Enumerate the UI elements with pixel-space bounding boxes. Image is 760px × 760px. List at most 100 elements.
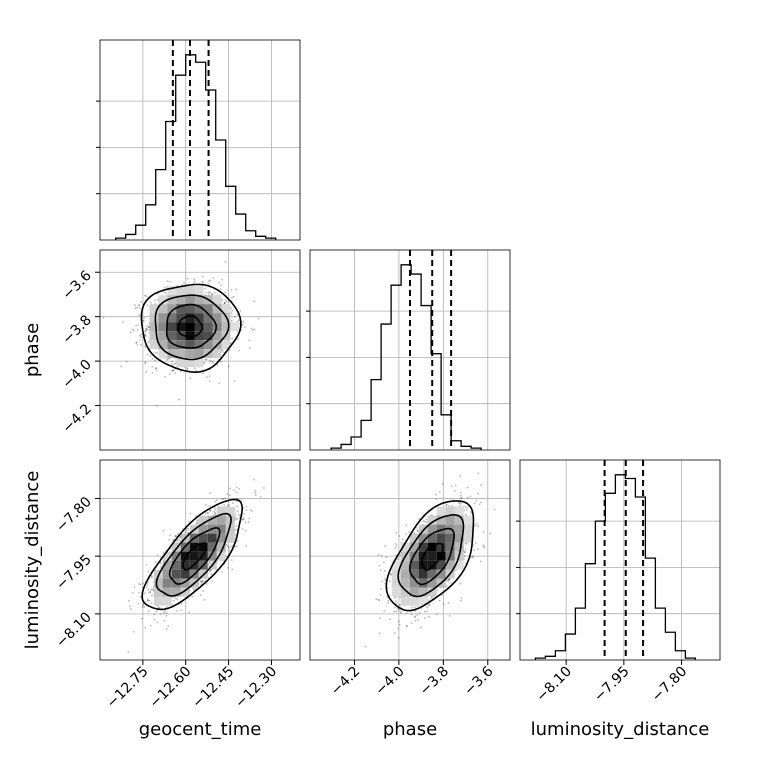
density-cell — [221, 340, 231, 350]
scatter-point — [426, 610, 429, 613]
scatter-point — [399, 596, 401, 599]
scatter-point — [131, 591, 134, 594]
density-cell — [162, 587, 172, 597]
density-cell — [203, 313, 213, 323]
density-cell — [409, 596, 419, 606]
scatter-point — [133, 586, 136, 588]
scatter-point — [125, 360, 128, 363]
scatter-point — [463, 554, 466, 557]
scatter-point — [202, 590, 204, 593]
scatter-point — [379, 617, 381, 619]
scatter-point — [446, 579, 449, 582]
scatter-point — [477, 548, 479, 551]
scatter-point — [195, 521, 198, 523]
scatter-point — [410, 622, 413, 624]
scatter-point — [159, 613, 162, 616]
scatter-point — [379, 594, 382, 597]
scatter-point — [205, 583, 208, 585]
scatter-point — [165, 614, 168, 617]
density-cell — [427, 533, 437, 543]
scatter-point — [147, 571, 150, 573]
density-cell — [198, 524, 208, 534]
scatter-point — [245, 505, 248, 508]
density-cell — [409, 542, 419, 552]
scatter-point — [211, 580, 214, 583]
scatter-point — [474, 542, 477, 544]
scatter-point — [212, 514, 215, 516]
density-cell — [418, 524, 428, 534]
scatter-point — [174, 372, 177, 375]
density-cell — [216, 515, 226, 525]
scatter-point — [138, 304, 141, 307]
scatter-point — [192, 282, 195, 284]
density-cell — [194, 358, 204, 368]
scatter-point — [417, 605, 419, 608]
scatter-point — [460, 491, 462, 494]
density-cell — [149, 331, 159, 341]
density-cell — [427, 587, 437, 597]
scatter-point — [474, 525, 476, 527]
density-cell — [176, 349, 186, 359]
density-cell — [454, 533, 464, 543]
scatter-point — [472, 555, 474, 557]
scatter-point — [174, 597, 177, 600]
scatter-point — [254, 494, 257, 497]
scatter-point — [158, 606, 161, 609]
scatter-point — [395, 545, 398, 548]
scatter-point — [397, 608, 400, 611]
scatter-point — [239, 310, 242, 312]
scatter-point — [221, 349, 224, 352]
scatter-point — [394, 543, 397, 545]
contour-level-4 — [177, 314, 203, 338]
density-cell — [454, 524, 464, 534]
scatter-point — [428, 604, 431, 607]
scatter-point — [420, 626, 423, 629]
scatter-point — [223, 302, 226, 305]
scatter-point — [234, 513, 237, 515]
scatter-point — [188, 520, 191, 523]
scatter-point — [459, 582, 462, 585]
scatter-point — [208, 375, 211, 378]
scatter-point — [233, 380, 236, 382]
scatter-point — [147, 599, 149, 602]
scatter-point — [208, 380, 211, 382]
density-cell — [216, 524, 226, 534]
scatter-point — [447, 580, 450, 582]
scatter-point — [167, 358, 170, 360]
scatter-point — [393, 631, 396, 634]
scatter-point — [164, 292, 167, 295]
scatter-point — [223, 301, 226, 304]
density-cell — [162, 596, 172, 606]
density-cell — [180, 551, 190, 561]
scatter-point — [414, 610, 417, 613]
density-cell — [391, 560, 401, 570]
scatter-point — [364, 645, 367, 648]
scatter-point — [136, 329, 139, 331]
scatter-point — [139, 334, 142, 337]
scatter-point — [459, 494, 462, 497]
scatter-point — [151, 576, 153, 579]
scatter-point — [201, 579, 204, 582]
x-axis-label-luminosity-distance: luminosity_distance — [531, 719, 710, 740]
scatter-point — [147, 610, 150, 613]
density-cell — [185, 304, 195, 314]
density-panel-geocent-time-vs-phase — [99, 249, 301, 451]
scatter-point — [209, 279, 211, 282]
density-cell — [391, 578, 401, 588]
scatter-point — [414, 615, 417, 618]
density-cell — [427, 578, 437, 588]
scatter-point — [417, 619, 420, 621]
scatter-point — [223, 351, 225, 354]
scatter-point — [220, 284, 223, 287]
scatter-point — [472, 556, 474, 559]
density-cell — [436, 569, 446, 579]
scatter-point — [224, 497, 227, 500]
scatter-point — [132, 630, 135, 633]
scatter-point — [245, 544, 248, 547]
scatter-point — [446, 584, 449, 587]
scatter-point — [142, 319, 145, 322]
scatter-point — [442, 602, 445, 605]
scatter-point — [229, 545, 232, 548]
scatter-point — [140, 336, 143, 338]
scatter-point — [142, 582, 144, 585]
